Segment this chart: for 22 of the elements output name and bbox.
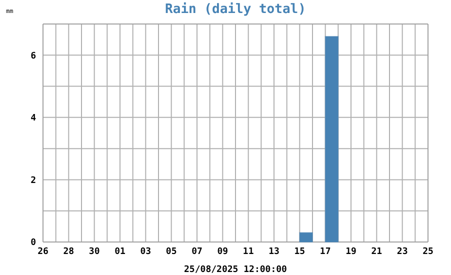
x-tick-label: 19 [346,247,356,257]
x-tick-label: 07 [192,247,202,257]
y-tick-label: 2 [30,176,36,186]
x-tick-label: 28 [63,247,74,257]
x-tick-label: 13 [268,247,280,257]
y-tick-label: 0 [30,238,36,248]
x-tick-label: 30 [88,247,100,257]
y-tick-label: 6 [30,51,36,62]
x-axis-title: 25/08/2025 12:00:00 [184,265,287,275]
x-tick-label: 23 [396,247,408,257]
y-tick-label: 4 [30,114,37,124]
x-tick-label: 03 [140,247,152,257]
x-tick-label: 26 [38,247,48,257]
x-tick-label: 25 [422,247,434,257]
x-tick-label: 01 [114,247,126,257]
x-tick-label: 15 [294,247,306,257]
x-tick-label: 11 [242,247,254,257]
chart-title: Rain (daily total) [165,2,306,17]
x-tick-label: 21 [371,247,382,257]
x-tick-label: 17 [320,247,331,257]
x-tick-label: 05 [166,247,177,257]
x-tick-label: 09 [217,247,228,257]
